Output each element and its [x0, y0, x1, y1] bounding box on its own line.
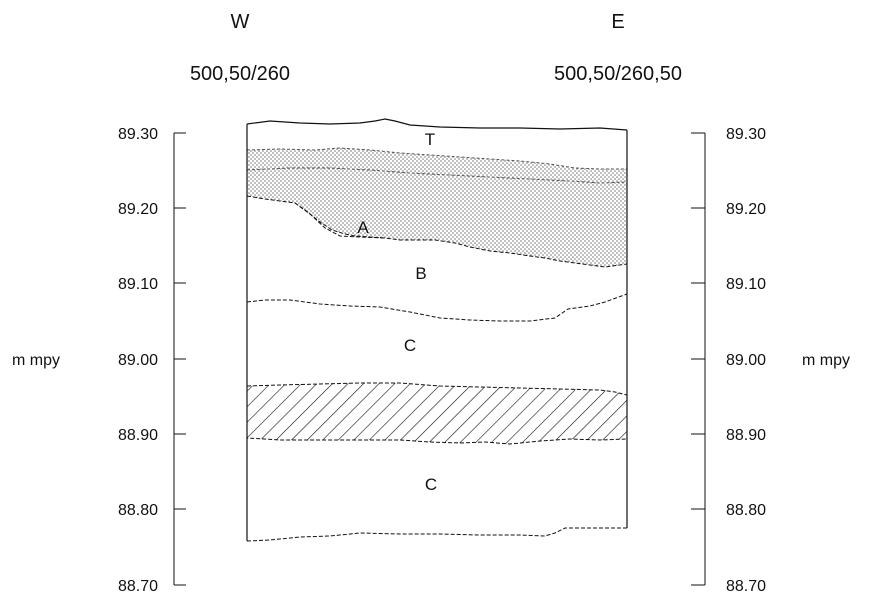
layer-label-c-lower: C [425, 475, 437, 494]
right-tick-label: 89.30 [726, 126, 766, 143]
left-tick-label: 89.30 [118, 126, 158, 143]
right-tick-label: 89.10 [726, 276, 766, 293]
layer-b-c-boundary [246, 293, 628, 322]
right-tick-label: 88.90 [726, 427, 766, 444]
left-tick-label: 88.90 [118, 427, 158, 444]
layer-label-a: A [357, 218, 369, 237]
right-tick-label: 89.20 [726, 201, 766, 218]
layer-label-b: B [415, 264, 426, 283]
left-tick-label: 89.20 [118, 201, 158, 218]
stippled-layer-top-boundary [246, 147, 627, 170]
layer-label-topsoil: T [425, 130, 435, 149]
left-tick-label: 88.80 [118, 502, 158, 519]
east-coordinate-label: 500,50/260,50 [554, 63, 682, 85]
section-profile: T A B C C [246, 118, 628, 542]
layer-a-lower-boundary [294, 202, 386, 239]
ground-surface-line [246, 118, 628, 131]
right-elevation-scale: 89.30 89.20 89.10 89.00 88.90 88.80 88.7… [691, 126, 850, 595]
west-coordinate-label: 500,50/260 [190, 63, 290, 85]
right-tick-label: 88.70 [726, 578, 766, 595]
stippled-layer [247, 148, 627, 267]
left-tick-label: 89.00 [118, 352, 158, 369]
left-unit-label: m mpy [12, 352, 60, 369]
right-unit-label: m mpy [802, 352, 850, 369]
east-direction-label: E [611, 11, 624, 33]
left-elevation-scale: 89.30 89.20 89.10 89.00 88.90 88.80 88.7… [12, 126, 186, 595]
west-direction-label: W [231, 11, 250, 33]
layer-label-c-upper: C [404, 336, 416, 355]
right-tick-label: 89.00 [726, 352, 766, 369]
hatched-layer [246, 382, 628, 445]
section-bottom-boundary [246, 527, 627, 542]
left-tick-label: 89.10 [118, 276, 158, 293]
left-tick-label: 88.70 [118, 578, 158, 595]
right-tick-label: 88.80 [726, 502, 766, 519]
